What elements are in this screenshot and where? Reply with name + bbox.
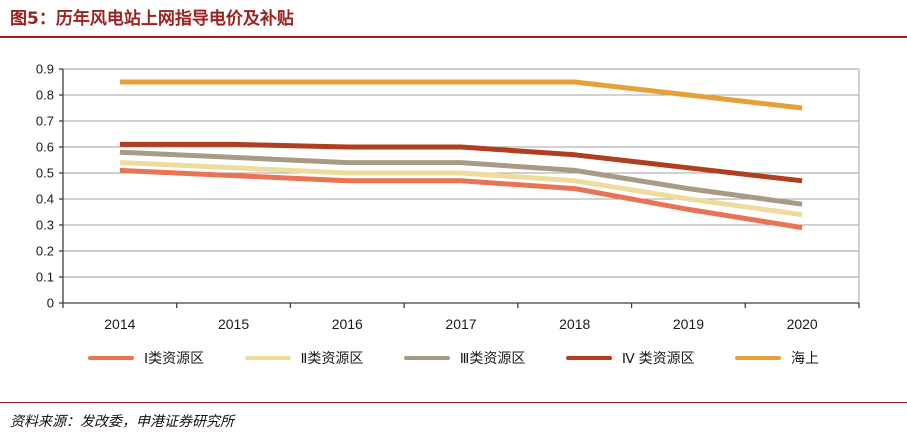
series-line xyxy=(119,149,803,207)
legend-item: Ⅲ类资源区 xyxy=(403,348,526,368)
legend-swatch xyxy=(735,356,781,360)
y-axis-label: 0.3 xyxy=(36,218,54,233)
chart-canvas: 0 0.1 0.2 0.3 0.4 0.5 0.6 0.7 0.8 0.9 2014 2015 2016… xyxy=(36,62,860,332)
y-axis-label: 0 xyxy=(47,296,54,311)
series-line xyxy=(119,160,803,218)
x-axis-label: 2016 xyxy=(332,316,363,332)
legend-swatch xyxy=(88,356,134,360)
legend-label: Ⅳ 类资源区 xyxy=(621,350,695,366)
y-axis-label: 0.4 xyxy=(36,192,54,207)
y-axis-label: 0.7 xyxy=(36,114,54,129)
legend-label: Ⅲ类资源区 xyxy=(459,350,526,366)
legend-item: Ⅳ 类资源区 xyxy=(565,348,695,368)
y-axis-label: 0.1 xyxy=(36,270,54,285)
x-axis-label: 2014 xyxy=(104,316,135,332)
figure-title: 图5：历年风电站上网指导电价及补贴 xyxy=(10,9,294,29)
x-axis-label: 2019 xyxy=(673,316,704,332)
chart-legend: Ⅰ类资源区 Ⅱ类资源区 Ⅲ类资源区 Ⅳ 类资源区 海上 xyxy=(88,348,819,368)
legend-item: Ⅰ类资源区 xyxy=(88,348,204,368)
source-note: 资料来源：发改委，申港证券研究所 xyxy=(10,414,234,430)
legend-label: 海上 xyxy=(791,350,819,366)
footer-divider xyxy=(0,402,907,403)
legend-swatch xyxy=(403,356,450,360)
legend-item: Ⅱ类资源区 xyxy=(244,348,364,368)
legend-label: Ⅰ类资源区 xyxy=(144,350,205,366)
y-axis-label: 0.5 xyxy=(36,166,54,181)
series-line xyxy=(119,79,803,111)
legend-item: 海上 xyxy=(735,348,819,368)
y-axis-label: 0.2 xyxy=(36,244,54,259)
y-axis-label: 0.8 xyxy=(36,88,54,103)
legend-swatch xyxy=(244,356,291,360)
x-axis-label: 2015 xyxy=(218,316,249,332)
x-axis-label: 2018 xyxy=(559,316,590,332)
y-axis-label: 0.9 xyxy=(36,62,54,77)
legend-label: Ⅱ类资源区 xyxy=(300,350,364,366)
y-axis-label: 0.6 xyxy=(36,140,54,155)
line-chart: 0 0.1 0.2 0.3 0.4 0.5 0.6 0.7 0.8 0.9 2014 2015 2016… xyxy=(0,38,907,338)
x-axis-label: 2017 xyxy=(445,316,476,332)
title-divider xyxy=(0,36,907,38)
x-axis-label: 2020 xyxy=(787,316,818,332)
series-line xyxy=(119,141,803,184)
series-line xyxy=(119,167,803,231)
legend-swatch xyxy=(565,356,612,360)
